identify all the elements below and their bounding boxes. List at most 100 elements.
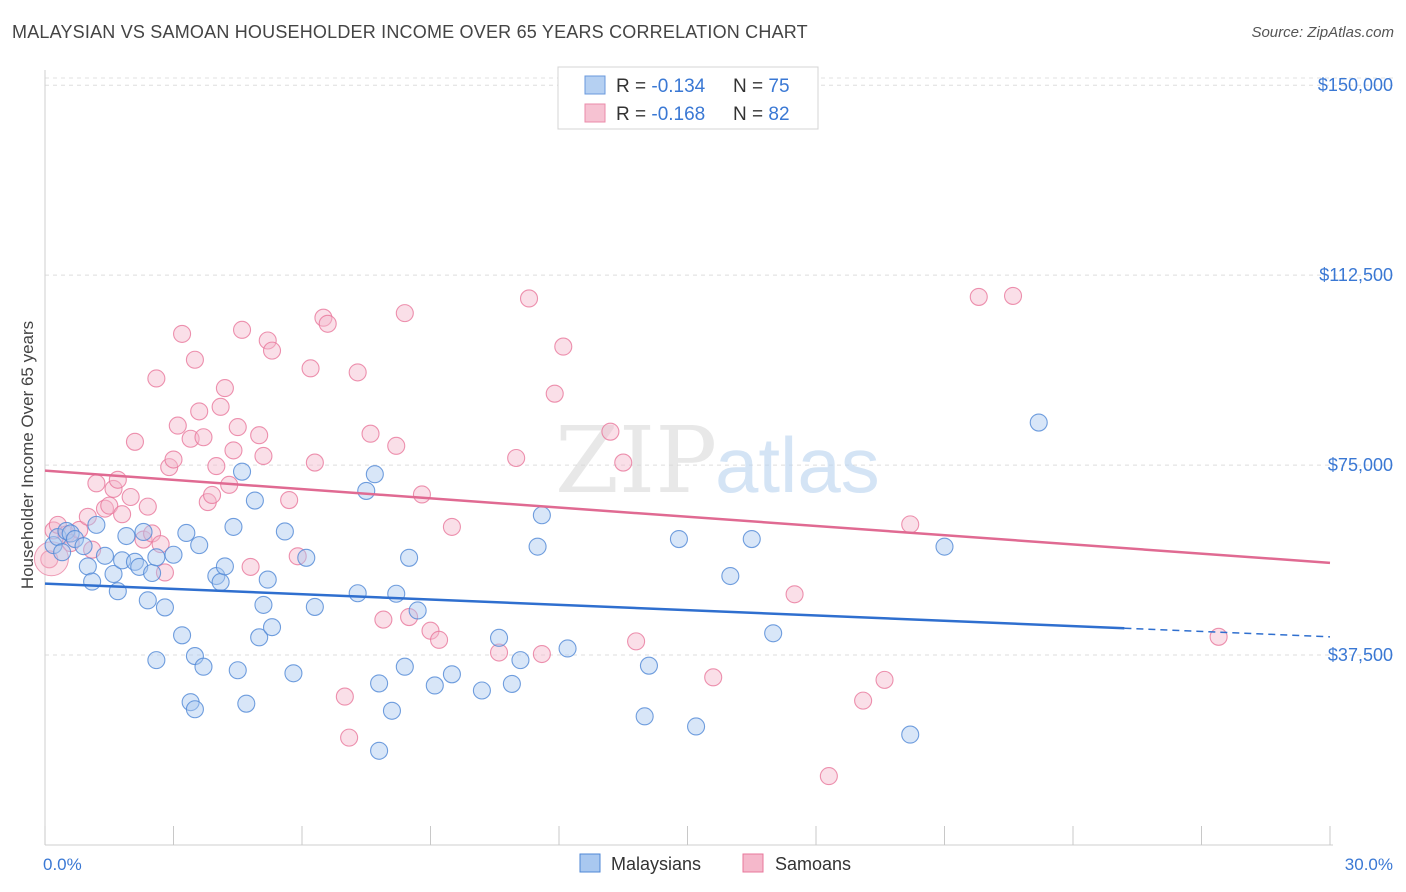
data-point xyxy=(425,676,444,695)
svg-text:R = -0.134: R = -0.134 xyxy=(616,76,706,97)
chart-title: MALAYSIAN VS SAMOAN HOUSEHOLDER INCOME O… xyxy=(12,22,808,42)
x-tick-labels: 0.0% 30.0% xyxy=(43,855,1393,874)
data-point xyxy=(194,657,213,676)
data-point xyxy=(819,767,838,786)
data-point xyxy=(173,626,192,645)
data-point xyxy=(108,470,127,489)
data-point xyxy=(785,585,804,604)
data-point xyxy=(348,584,367,603)
data-point xyxy=(387,584,406,603)
legend-r-label: R = xyxy=(616,104,651,125)
data-point xyxy=(87,515,106,534)
data-point xyxy=(262,341,282,360)
legend-r-label: R = xyxy=(616,76,651,97)
data-point xyxy=(318,314,337,333)
svg-text:R = -0.168: R = -0.168 xyxy=(616,104,705,125)
data-point xyxy=(635,707,654,726)
y-tick-label: $37,500 xyxy=(1328,645,1393,665)
data-point xyxy=(511,651,530,670)
data-point xyxy=(275,522,294,541)
data-point xyxy=(502,674,521,693)
data-point xyxy=(224,441,243,460)
data-point xyxy=(155,563,174,582)
data-point xyxy=(639,656,659,675)
legend-n-label: N = xyxy=(733,76,768,97)
data-point xyxy=(284,664,303,683)
data-point xyxy=(969,287,988,306)
data-point xyxy=(232,462,252,481)
data-point xyxy=(1029,413,1048,432)
data-point xyxy=(164,545,183,564)
data-point xyxy=(143,563,162,583)
data-point xyxy=(412,485,431,504)
y-tick-label: $112,500 xyxy=(1319,265,1393,285)
data-point xyxy=(335,687,354,706)
data-point xyxy=(687,717,706,736)
data-point xyxy=(305,597,324,616)
data-point xyxy=(173,324,192,343)
data-point xyxy=(194,428,213,447)
y-tick-label: $150,000 xyxy=(1318,75,1393,95)
data-point xyxy=(365,465,384,484)
data-point xyxy=(87,474,106,493)
data-point xyxy=(875,670,894,689)
data-point xyxy=(382,701,402,720)
data-point xyxy=(935,537,954,556)
data-point xyxy=(74,537,93,556)
watermark: ZIP atlas xyxy=(555,407,880,514)
data-point xyxy=(601,422,620,441)
data-point xyxy=(254,446,273,466)
trend-lines xyxy=(44,469,1331,638)
data-point xyxy=(374,610,393,629)
data-point xyxy=(370,674,389,693)
data-point xyxy=(215,557,234,576)
legend-bottom-label-malaysians: Malaysians xyxy=(611,854,701,874)
data-point xyxy=(215,379,234,398)
y-tick-labels: $37,500 $75,000 $112,500 $150,000 xyxy=(1318,75,1393,665)
legend-swatch-malaysians xyxy=(584,75,606,95)
data-point xyxy=(147,548,166,567)
data-point xyxy=(241,557,260,576)
data-point xyxy=(185,700,204,719)
data-point xyxy=(258,331,277,350)
data-point xyxy=(704,668,723,687)
data-point xyxy=(532,506,551,525)
data-point xyxy=(297,548,316,567)
data-point xyxy=(507,448,526,468)
data-point xyxy=(742,530,761,549)
data-point xyxy=(489,628,509,647)
data-point xyxy=(348,363,367,382)
y-tick-label: $75,000 xyxy=(1328,455,1393,475)
data-point xyxy=(1209,627,1228,646)
legend-bottom-label-samoans: Samoans xyxy=(775,854,851,874)
watermark-atlas: atlas xyxy=(715,421,880,509)
data-point xyxy=(340,728,359,747)
data-point xyxy=(554,337,573,356)
data-point xyxy=(125,432,144,451)
data-point xyxy=(168,416,187,435)
malaysians-points xyxy=(44,413,1048,760)
malaysians-trend-extension xyxy=(1124,627,1331,638)
data-point xyxy=(400,548,419,567)
data-point xyxy=(258,570,277,589)
data-point xyxy=(854,691,873,710)
data-point xyxy=(185,350,204,369)
data-point xyxy=(532,644,551,664)
data-point xyxy=(78,557,97,576)
x-tick-label-min: 0.0% xyxy=(43,855,82,874)
data-point xyxy=(134,522,153,542)
data-point xyxy=(100,496,119,515)
data-point xyxy=(190,536,209,555)
data-point xyxy=(545,384,564,403)
data-point xyxy=(614,453,633,472)
data-point xyxy=(203,485,222,505)
data-point xyxy=(224,517,243,536)
data-point xyxy=(147,651,166,670)
svg-text:N = 82: N = 82 xyxy=(733,104,790,125)
series-legend: Malaysians Samoans xyxy=(579,853,851,874)
data-point xyxy=(442,517,461,536)
data-point xyxy=(764,624,783,643)
data-point xyxy=(245,491,264,510)
legend-bottom-swatch-malaysians xyxy=(579,853,601,873)
